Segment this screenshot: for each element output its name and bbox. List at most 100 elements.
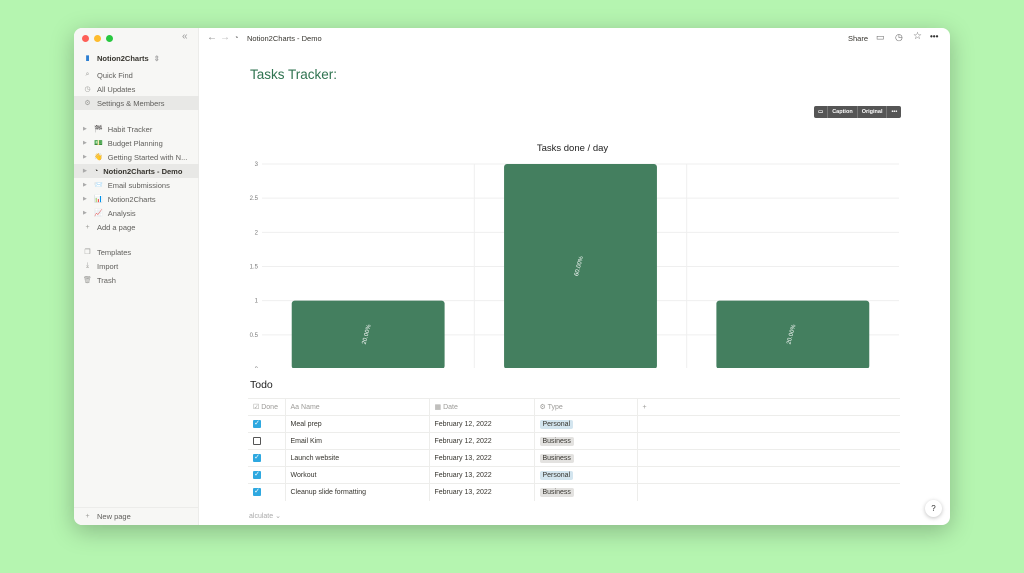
table-row[interactable]: ✓ Launch website February 13, 2022 Business [248,449,900,467]
sidebar-item-trash[interactable]: 🗑 Trash [74,273,199,287]
page-emoji-icon: 💵 [94,140,103,147]
expand-arrow-icon[interactable]: ▶ [83,126,87,132]
task-date[interactable]: February 13, 2022 [429,466,535,484]
task-name[interactable]: Launch website [285,449,430,467]
sidebar-page[interactable]: ▶ 📊 Notion2Charts [74,192,199,206]
sidebar-page[interactable]: ▶ 💵 Budget Planning [74,136,199,150]
task-name[interactable]: Workout [285,466,430,484]
comment-icon[interactable]: ▭ [876,32,885,42]
calculate-button[interactable]: alculate ⌄ [249,513,281,520]
sidebar-item-gear[interactable]: ⚙ Settings & Members [74,96,199,110]
share-button[interactable]: Share [848,34,869,43]
expand-arrow-icon[interactable]: ▶ [83,168,87,174]
done-checkbox[interactable]: ✓ [253,471,261,479]
sidebar-page[interactable]: ▶ ◔ Notion2Charts - Demo [74,164,199,178]
workspace-switcher[interactable]: ▮ Notion2Charts ⇕ [74,51,199,65]
done-checkbox[interactable]: ✓ [253,420,261,428]
task-name[interactable]: Meal prep [285,415,430,433]
sidebar-item-clock[interactable]: ◷ All Updates [74,82,199,96]
sidebar-page-label: Email submissions [107,180,170,190]
y-tick-label: 1 [255,299,259,305]
task-date[interactable]: February 13, 2022 [429,483,535,501]
comment-icon[interactable]: ▭ [814,106,829,118]
more-button[interactable]: ••• [891,109,898,115]
forward-arrow-icon[interactable]: → [220,32,230,43]
task-type-cell[interactable]: Business [534,432,638,450]
empty-cell [637,483,900,501]
expand-arrow-icon[interactable]: ▶ [83,210,87,216]
done-checkbox[interactable]: ✓ [253,454,261,462]
history-icon[interactable]: ◷ [895,32,903,42]
task-date[interactable]: February 13, 2022 [429,449,535,467]
new-page-button[interactable]: + New page [74,507,199,525]
sidebar-item-label: All Updates [97,84,136,94]
star-icon[interactable]: ☆ [913,31,922,42]
more-icon[interactable]: ••• [930,32,939,41]
task-type-cell[interactable]: Personal [534,466,638,484]
column-type[interactable]: ⚙ Type [534,398,638,416]
column-date[interactable]: ▦ Date [429,398,535,416]
task-date[interactable]: February 12, 2022 [429,432,535,450]
sidebar: « ▮ Notion2Charts ⇕ ⌕ Quick Find ◷ All Update… [74,28,199,525]
table-row[interactable]: ✓ Meal prep February 12, 2022 Personal [248,415,900,433]
sidebar-page[interactable]: ▶ 👋 Getting Started with N... [74,150,199,164]
table-row[interactable]: ✓ Cleanup slide formatting February 13, 20… [248,483,900,501]
column-label: Name [301,403,320,411]
task-date[interactable]: February 12, 2022 [429,415,535,433]
bar-data-label: 60.00% [574,255,585,277]
task-type-cell[interactable]: Business [534,483,638,501]
new-page-label: New page [97,512,131,521]
sidebar-page[interactable]: ▶ 📈 Analysis [74,206,199,220]
add-page-button[interactable]: + Add a page [74,220,199,234]
close-button[interactable] [82,35,89,42]
table-row[interactable]: Email Kim February 12, 2022 Business [248,432,900,450]
task-type-cell[interactable]: Business [534,449,638,467]
sidebar-item-import[interactable]: ⤓ Import [74,259,199,273]
window-controls [82,35,113,42]
original-button[interactable]: Original [858,106,888,118]
task-name[interactable]: Email Kim [285,432,430,450]
clock-icon: ◷ [84,86,91,93]
plus-icon: + [85,223,90,231]
table-row[interactable]: ✓ Workout February 13, 2022 Personal [248,466,900,484]
bar[interactable] [504,164,657,368]
column-label: Done [261,404,278,411]
done-checkbox[interactable] [253,437,261,445]
task-type-cell[interactable]: Personal [534,415,638,433]
sidebar-item-label: Settings & Members [97,98,165,108]
expand-arrow-icon[interactable]: ▶ [83,182,87,188]
page-emoji-icon: 📈 [94,210,103,217]
expand-arrow-icon[interactable]: ▶ [83,196,87,202]
minimize-button[interactable] [94,35,101,42]
breadcrumb[interactable]: Notion2Charts - Demo [247,34,322,43]
sidebar-page[interactable]: ▶ 🏁 Habit Tracker [74,122,199,136]
page-emoji-icon: ◔ [94,167,99,175]
collapse-sidebar-icon[interactable]: « [182,31,188,42]
y-tick-label: 1.5 [250,265,259,271]
column-done[interactable]: ☑ Done [248,398,286,416]
sidebar-item-label: Quick Find [97,70,133,80]
sidebar-item-templates[interactable]: ❐ Templates [74,245,199,259]
bar[interactable] [291,300,445,368]
caption-button[interactable]: Caption [828,106,858,118]
task-name[interactable]: Cleanup slide formatting [285,483,430,501]
done-checkbox[interactable]: ✓ [253,488,261,497]
column-name[interactable]: Aa Name [285,398,430,416]
page-icon: ◔ [234,33,239,42]
sidebar-item-label: Templates [97,247,132,257]
add-column-button[interactable]: + [637,398,900,416]
expand-arrow-icon[interactable]: ▶ [83,154,87,160]
sidebar-item-label: Trash [97,275,116,285]
expand-arrow-icon[interactable]: ▶ [83,140,87,146]
bar[interactable] [716,300,870,368]
sidebar-page-label: Budget Planning [107,138,163,148]
sidebar-item-search[interactable]: ⌕ Quick Find [74,68,199,82]
y-tick-label: 0.5 [250,333,259,339]
back-arrow-icon[interactable]: ← [207,32,217,43]
type-tag: Business [539,487,574,497]
sidebar-page[interactable]: ▶ 📨 Email submissions [74,178,199,192]
empty-cell [637,415,900,433]
help-button[interactable]: ? [925,500,942,517]
chart-title: Tasks done / day [537,143,609,154]
zoom-button[interactable] [106,35,113,42]
